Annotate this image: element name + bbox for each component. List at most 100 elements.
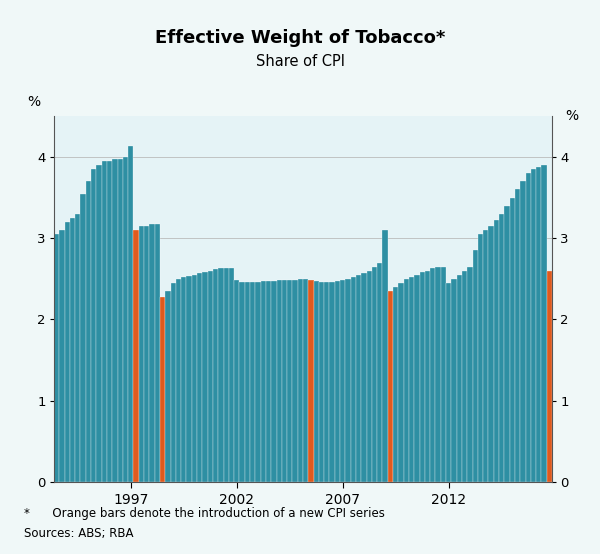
Bar xyxy=(139,226,144,482)
Bar xyxy=(377,263,382,482)
Bar xyxy=(430,268,436,482)
Bar xyxy=(202,271,208,482)
Bar xyxy=(436,266,441,482)
Bar xyxy=(224,268,229,482)
Bar xyxy=(218,268,224,482)
Bar xyxy=(70,218,75,482)
Bar xyxy=(277,280,282,482)
Bar xyxy=(160,297,165,482)
Bar xyxy=(149,224,155,482)
Bar xyxy=(398,283,404,482)
Bar xyxy=(547,271,552,482)
Bar xyxy=(451,279,457,482)
Bar xyxy=(446,283,451,482)
Y-axis label: %: % xyxy=(565,109,578,123)
Bar xyxy=(372,266,377,482)
Bar xyxy=(155,224,160,482)
Bar xyxy=(112,160,118,482)
Bar xyxy=(531,169,536,482)
Bar xyxy=(350,277,356,482)
Bar xyxy=(107,161,112,482)
Bar xyxy=(473,250,478,482)
Bar xyxy=(515,189,520,482)
Bar xyxy=(367,271,372,482)
Bar xyxy=(393,287,398,482)
Bar xyxy=(97,165,101,482)
Bar xyxy=(382,230,388,482)
Bar xyxy=(329,282,335,482)
Bar xyxy=(488,226,494,482)
Bar xyxy=(509,198,515,482)
Bar xyxy=(197,273,202,482)
Bar xyxy=(181,277,187,482)
Bar xyxy=(324,282,329,482)
Bar xyxy=(256,282,260,482)
Bar xyxy=(91,169,97,482)
Bar xyxy=(414,275,419,482)
Bar xyxy=(234,280,239,482)
Bar xyxy=(314,281,319,482)
Bar xyxy=(187,276,192,482)
Bar xyxy=(298,279,303,482)
Bar xyxy=(176,279,181,482)
Bar xyxy=(478,234,483,482)
Bar xyxy=(260,281,266,482)
Text: Effective Weight of Tobacco*: Effective Weight of Tobacco* xyxy=(155,29,445,47)
Bar xyxy=(483,230,488,482)
Bar xyxy=(282,280,287,482)
Bar xyxy=(457,275,462,482)
Bar xyxy=(239,282,245,482)
Bar xyxy=(229,268,234,482)
Bar xyxy=(520,181,526,482)
Bar xyxy=(118,158,123,482)
Bar xyxy=(101,161,107,482)
Bar xyxy=(388,291,393,482)
Bar xyxy=(308,280,314,482)
Bar xyxy=(250,282,256,482)
Bar xyxy=(346,279,350,482)
Bar xyxy=(192,275,197,482)
Bar xyxy=(123,157,128,482)
Bar xyxy=(505,206,509,482)
Bar xyxy=(356,275,361,482)
Bar xyxy=(462,271,467,482)
Bar xyxy=(536,167,541,482)
Bar xyxy=(292,280,298,482)
Bar xyxy=(335,281,340,482)
Bar xyxy=(404,279,409,482)
Y-axis label: %: % xyxy=(28,95,41,109)
Bar xyxy=(271,281,277,482)
Bar xyxy=(133,230,139,482)
Bar xyxy=(266,281,271,482)
Bar xyxy=(494,220,499,482)
Bar xyxy=(441,266,446,482)
Text: *      Orange bars denote the introduction of a new CPI series: * Orange bars denote the introduction of… xyxy=(24,507,385,520)
Bar xyxy=(245,282,250,482)
Bar xyxy=(340,280,346,482)
Bar xyxy=(65,222,70,482)
Bar xyxy=(75,214,80,482)
Text: Share of CPI: Share of CPI xyxy=(256,54,344,69)
Bar xyxy=(526,173,531,482)
Bar xyxy=(409,277,414,482)
Bar xyxy=(499,214,505,482)
Bar xyxy=(170,283,176,482)
Bar xyxy=(86,181,91,482)
Bar xyxy=(144,226,149,482)
Bar xyxy=(208,271,213,482)
Bar xyxy=(287,280,292,482)
Bar xyxy=(213,269,218,482)
Bar xyxy=(425,271,430,482)
Bar xyxy=(467,266,473,482)
Bar xyxy=(54,234,59,482)
Bar xyxy=(80,193,86,482)
Bar xyxy=(319,282,324,482)
Bar xyxy=(361,273,367,482)
Bar xyxy=(59,230,65,482)
Bar xyxy=(128,146,133,482)
Bar xyxy=(419,273,425,482)
Bar xyxy=(165,291,170,482)
Text: Sources: ABS; RBA: Sources: ABS; RBA xyxy=(24,527,133,540)
Bar xyxy=(541,165,547,482)
Bar xyxy=(303,279,308,482)
